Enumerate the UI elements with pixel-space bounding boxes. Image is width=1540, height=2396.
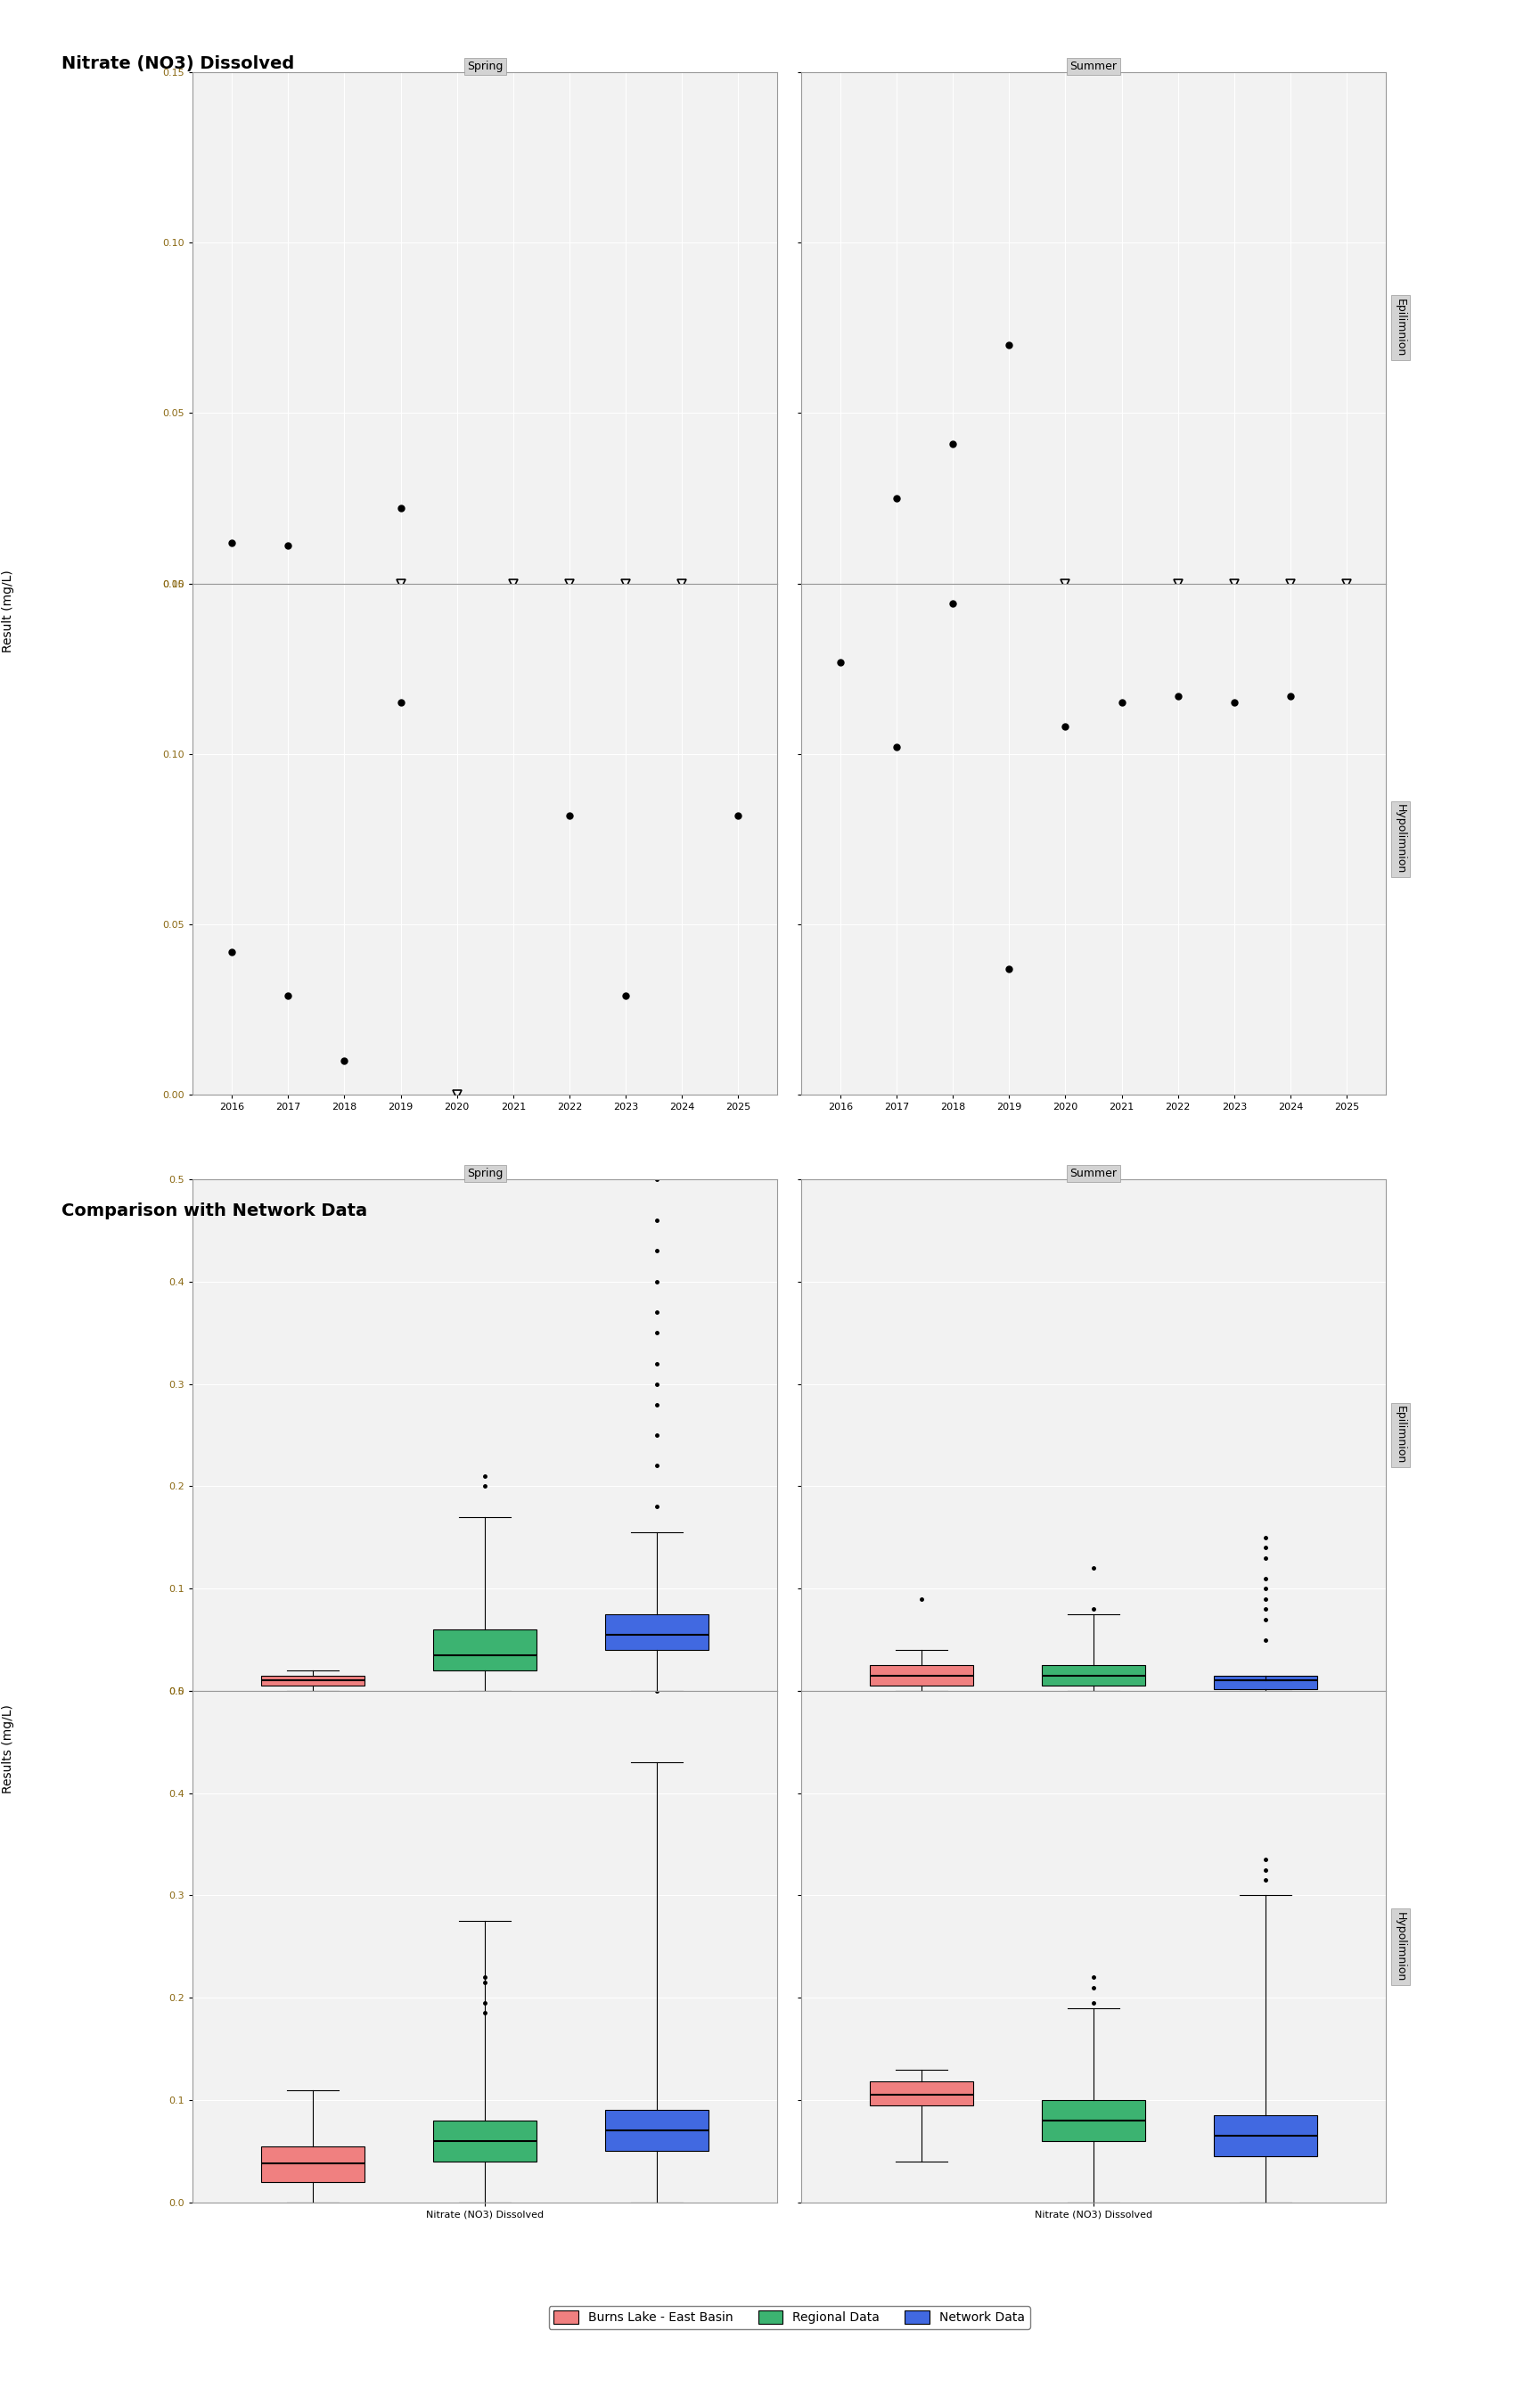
Text: Comparison with Network Data: Comparison with Network Data: [62, 1203, 368, 1220]
Text: Results (mg/L): Results (mg/L): [2, 1704, 14, 1795]
PathPatch shape: [1214, 1675, 1317, 1689]
Text: Nitrate (NO3) Dissolved: Nitrate (NO3) Dissolved: [62, 55, 294, 72]
Title: Spring: Spring: [467, 60, 504, 72]
PathPatch shape: [870, 2082, 973, 2106]
Title: Summer: Summer: [1070, 60, 1116, 72]
PathPatch shape: [262, 1675, 365, 1687]
Text: Epilimnion: Epilimnion: [1395, 1406, 1406, 1464]
PathPatch shape: [1043, 1665, 1146, 1687]
PathPatch shape: [870, 1665, 973, 1687]
Text: Hypolimnion: Hypolimnion: [1395, 1912, 1406, 1981]
PathPatch shape: [262, 2147, 365, 2183]
PathPatch shape: [433, 1629, 536, 1670]
PathPatch shape: [605, 1615, 708, 1651]
Text: Epilimnion: Epilimnion: [1395, 300, 1406, 357]
PathPatch shape: [605, 2111, 708, 2152]
Text: Hypolimnion: Hypolimnion: [1395, 805, 1406, 875]
Legend: Burns Lake - East Basin, Regional Data, Network Data: Burns Lake - East Basin, Regional Data, …: [548, 2305, 1030, 2329]
PathPatch shape: [1043, 2099, 1146, 2142]
Title: Summer: Summer: [1070, 1167, 1116, 1179]
Title: Spring: Spring: [467, 1167, 504, 1179]
Text: Result (mg/L): Result (mg/L): [2, 570, 14, 652]
PathPatch shape: [1214, 2116, 1317, 2156]
PathPatch shape: [433, 2120, 536, 2161]
